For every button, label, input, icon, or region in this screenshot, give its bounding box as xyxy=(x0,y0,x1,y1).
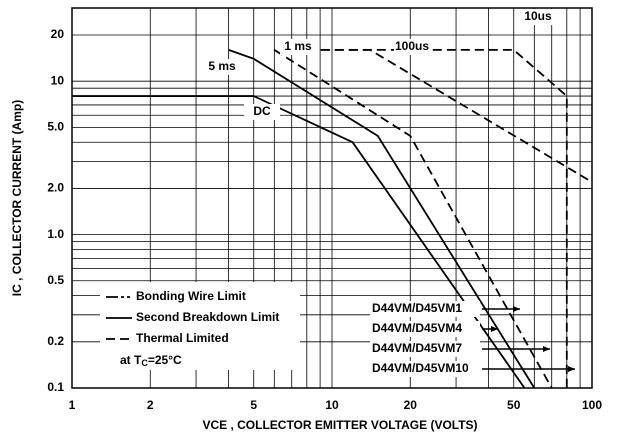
legend-label: Second Breakdown Limit xyxy=(136,310,279,324)
series-line xyxy=(228,49,536,389)
device-label-bg xyxy=(370,321,480,337)
y-tick-label: 1.0 xyxy=(47,227,64,241)
y-tick-label: 0.1 xyxy=(47,380,64,394)
series-label: 1 ms xyxy=(284,39,312,53)
device-label-bg xyxy=(370,301,480,317)
y-tick-label: 2.0 xyxy=(47,181,64,195)
legend-note: at TC=25°C xyxy=(120,353,182,368)
x-tick-label: 2 xyxy=(147,398,154,412)
series-label: 5 ms xyxy=(208,59,236,73)
series-line xyxy=(72,95,526,389)
plot-frame xyxy=(71,7,593,389)
x-tick-label: 20 xyxy=(404,398,418,412)
grid-group xyxy=(71,7,593,389)
device-label: D44VM/D45VM7 xyxy=(372,341,462,355)
y-tick-label: 5.0 xyxy=(47,120,64,134)
series-label-bg xyxy=(204,59,240,75)
series-label-bg xyxy=(280,39,316,55)
series-label-bg xyxy=(244,104,280,120)
series-line xyxy=(306,48,593,183)
y-tick-label: 0.5 xyxy=(47,273,64,287)
series-label-bg xyxy=(394,39,430,55)
x-tick-label: 1 xyxy=(69,398,76,412)
device-arrow-head xyxy=(513,306,520,312)
series-label: 100us xyxy=(395,39,429,53)
device-arrow-head xyxy=(568,366,575,372)
y-tick-label: 20 xyxy=(51,27,65,41)
x-tick-label: 50 xyxy=(507,398,521,412)
x-axis-label: VCE , COLLECTOR EMITTER VOLTAGE (VOLTS) xyxy=(202,418,477,432)
y-axis-label: IC , COLLECTOR CURRENT (Amp) xyxy=(10,100,24,296)
legend-label: Bonding Wire Limit xyxy=(136,289,246,303)
series-label-bg xyxy=(520,9,556,25)
device-label: D44VM/D45VM10 xyxy=(372,361,469,375)
legend-label: Thermal Limited xyxy=(136,331,229,345)
series-line xyxy=(306,48,568,388)
x-tick-label: 5 xyxy=(250,398,257,412)
device-label-bg xyxy=(370,361,480,377)
device-label: D44VM/D45VM4 xyxy=(372,321,462,335)
y-tick-label: 0.2 xyxy=(47,334,64,348)
x-tick-label: 100 xyxy=(582,398,602,412)
series-line xyxy=(273,49,553,389)
legend-box xyxy=(100,282,300,370)
x-tick-label: 10 xyxy=(325,398,339,412)
device-label: D44VM/D45VM1 xyxy=(372,301,462,315)
device-label-bg xyxy=(370,341,480,357)
series-label: 10us xyxy=(524,9,552,23)
device-arrow-head xyxy=(491,326,498,332)
series-label: DC xyxy=(253,104,271,118)
y-tick-label: 10 xyxy=(51,73,65,87)
device-arrow-head xyxy=(543,346,550,352)
